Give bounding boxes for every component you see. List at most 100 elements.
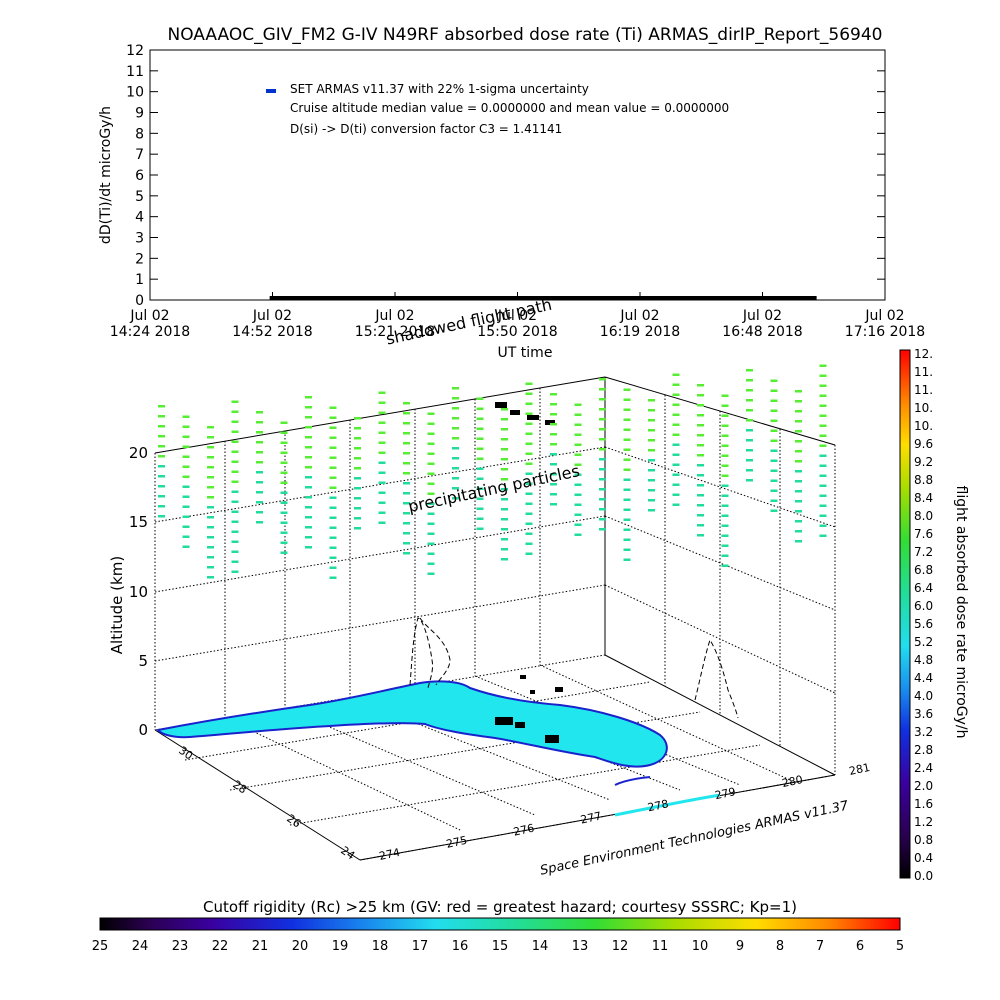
- particle-dash: [427, 472, 435, 475]
- particle-dash: [378, 411, 386, 414]
- x-tick-date: Jul 02: [864, 308, 904, 324]
- particle-dash: [182, 505, 190, 508]
- particle-dash: [207, 526, 214, 529]
- particle-dash: [231, 560, 239, 563]
- particle-dash: [746, 419, 753, 422]
- particle-dash: [795, 410, 802, 413]
- particle-dash: [231, 510, 239, 513]
- y-tick-label: 9: [135, 106, 144, 122]
- particle-dash: [819, 404, 827, 407]
- particle-dash: [256, 441, 263, 444]
- particle-dash: [697, 464, 704, 467]
- particle-dash: [329, 546, 337, 549]
- particle-dash: [648, 459, 655, 462]
- particle-dash: [721, 504, 729, 507]
- particle-dash: [623, 388, 631, 391]
- particle-dash: [231, 530, 239, 533]
- particle-dash: [354, 417, 361, 420]
- particle-dash: [427, 542, 435, 545]
- particle-dash: [231, 540, 239, 543]
- particle-dash: [721, 494, 729, 497]
- particle-dash: [476, 507, 484, 510]
- particle-dash: [207, 456, 214, 459]
- particle-dash: [182, 435, 190, 438]
- particle-dash: [648, 489, 655, 492]
- particle-dash: [795, 460, 802, 463]
- particle-dash: [329, 416, 337, 419]
- particle-dash: [158, 475, 165, 478]
- particle-dash: [672, 503, 680, 506]
- longitude-tick-label: 278: [646, 797, 669, 814]
- particle-dash: [574, 523, 582, 526]
- particle-dash: [795, 520, 802, 523]
- particle-dash: [770, 379, 778, 382]
- particle-dash: [525, 542, 533, 545]
- particle-dash: [819, 434, 827, 437]
- particle-dash: [672, 493, 680, 496]
- particle-dash: [476, 527, 484, 530]
- particle-dash: [746, 389, 753, 392]
- particle-dash: [207, 556, 214, 559]
- particle-dash: [550, 463, 557, 466]
- particle-dash: [672, 373, 680, 376]
- dose-colorbar-tick: 8.8: [914, 473, 933, 487]
- dose-colorbar-tick: 1.2: [914, 815, 933, 829]
- longitude-tick-label: 275: [445, 834, 468, 851]
- particle-dash: [305, 406, 312, 409]
- particle-dash: [305, 426, 312, 429]
- particle-dash: [378, 491, 386, 494]
- particle-dash: [770, 399, 778, 402]
- particle-dash: [525, 462, 533, 465]
- longitude-tick-label: 276: [512, 822, 535, 839]
- particle-dash: [697, 474, 704, 477]
- particle-dash: [623, 458, 631, 461]
- particle-dash: [329, 566, 337, 569]
- particle-dash: [158, 425, 165, 428]
- dose-colorbar-tick: 6.0: [914, 599, 933, 613]
- particle-dash: [403, 492, 410, 495]
- dose-colorbar-tick: 10.: [914, 419, 933, 433]
- particle-dash: [697, 434, 704, 437]
- particle-dash: [648, 439, 655, 442]
- dose-colorbar-tick: 4.0: [914, 689, 933, 703]
- particle-dash: [623, 448, 631, 451]
- particle-dash: [501, 518, 508, 521]
- dose-colorbar-tick: 11.: [914, 383, 933, 397]
- particle-dash: [501, 528, 508, 531]
- particle-dash: [403, 412, 410, 415]
- particle-dash: [599, 488, 606, 491]
- particle-dash: [207, 576, 214, 579]
- particle-dash: [550, 493, 557, 496]
- inland-features: [495, 675, 563, 743]
- particle-dash: [648, 469, 655, 472]
- particle-dash: [427, 432, 435, 435]
- particle-dash: [721, 394, 729, 397]
- particle-dash: [819, 474, 827, 477]
- particle-dash: [427, 452, 435, 455]
- particle-dash: [795, 390, 802, 393]
- dose-colorbar-tick: 11.: [914, 365, 933, 379]
- particle-dash: [158, 495, 165, 498]
- particle-dash: [182, 475, 190, 478]
- particle-dash: [623, 508, 631, 511]
- particle-dash: [305, 476, 312, 479]
- particle-dash: [354, 507, 361, 510]
- particle-dash: [427, 442, 435, 445]
- particle-dash: [819, 514, 827, 517]
- particle-dash: [427, 462, 435, 465]
- dose-colorbar-tick: 3.2: [914, 725, 933, 739]
- particle-dash: [501, 488, 508, 491]
- rigidity-colorbar-tick: 24: [132, 939, 149, 954]
- flight-path-marker: [495, 402, 555, 425]
- particle-dash: [158, 405, 165, 408]
- particle-dash: [305, 546, 312, 549]
- particle-dash: [305, 436, 312, 439]
- particle-dash: [623, 438, 631, 441]
- particle-dash: [819, 464, 827, 467]
- particle-dash: [501, 438, 508, 441]
- particle-dash: [280, 531, 288, 534]
- particle-dash: [207, 486, 214, 489]
- particle-dash: [207, 536, 214, 539]
- particle-dash: [721, 524, 729, 527]
- particle-dash: [819, 484, 827, 487]
